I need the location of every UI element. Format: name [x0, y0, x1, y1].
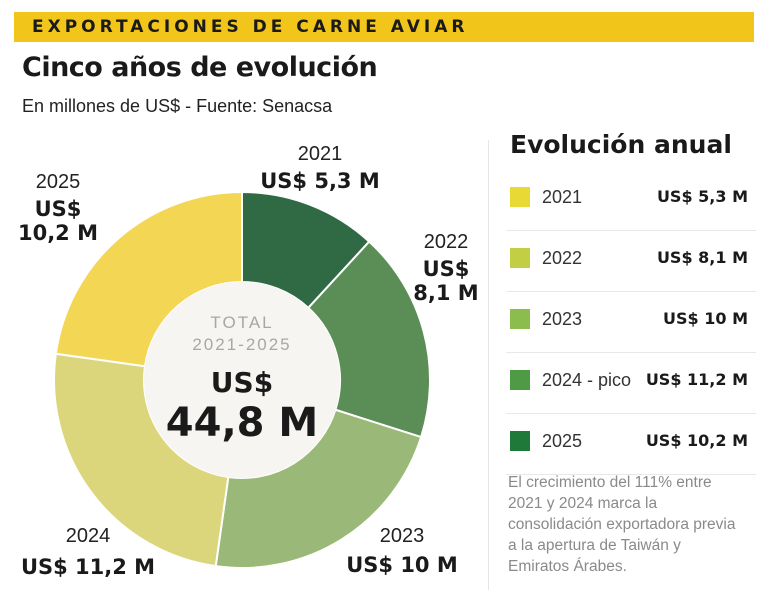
- slice-label-2025-value-amount: 10,2 M: [18, 221, 98, 245]
- legend-swatch: [510, 187, 530, 207]
- legend-title: Evolución anual: [510, 130, 732, 159]
- column-divider: [488, 140, 489, 590]
- center-total-label: TOTAL: [210, 313, 273, 332]
- legend-row-2024: 2024 - pico US$ 11,2 M: [506, 353, 756, 414]
- slice-label-2021-year: 2021: [298, 143, 343, 165]
- slice-label-2024-value: US$ 11,2 M: [21, 555, 155, 579]
- center-currency: US$: [211, 366, 273, 399]
- legend-row-2021: 2021 US$ 5,3 M: [506, 170, 756, 231]
- banner-text: EXPORTACIONES DE CARNE AVIAR: [32, 17, 469, 37]
- slice-label-2022-year: 2022: [424, 231, 469, 253]
- legend-value: US$ 8,1 M: [656, 248, 748, 267]
- legend-row-2025: 2025 US$ 10,2 M: [506, 414, 756, 475]
- center-total-value: 44,8 M: [166, 400, 318, 446]
- slice-label-2023-year: 2023: [380, 525, 425, 547]
- legend-swatch: [510, 431, 530, 451]
- header-banner: EXPORTACIONES DE CARNE AVIAR: [14, 12, 754, 42]
- chart-subtitle: En millones de US$ - Fuente: Senacsa: [22, 96, 333, 116]
- slice-label-2025-value-currency: US$: [35, 197, 82, 221]
- slice-label-2024-year: 2024: [66, 525, 111, 547]
- legend-row-2022: 2022 US$ 8,1 M: [506, 231, 756, 292]
- legend: 2021 US$ 5,3 M 2022 US$ 8,1 M 2023 US$ 1…: [506, 170, 756, 475]
- legend-swatch: [510, 309, 530, 329]
- legend-value: US$ 11,2 M: [645, 370, 748, 389]
- donut-slices: [53, 190, 431, 569]
- legend-label: 2023: [542, 309, 583, 329]
- legend-swatch: [510, 370, 530, 390]
- legend-swatch: [510, 248, 530, 268]
- donut-center: [144, 282, 340, 478]
- legend-label: 2021: [542, 187, 583, 207]
- slice-label-2022-value-amount: 8,1 M: [413, 281, 478, 305]
- legend-value: US$ 10,2 M: [645, 431, 748, 450]
- legend-value: US$ 10 M: [663, 309, 748, 328]
- legend-label: 2022: [542, 248, 583, 268]
- donut-chart: TOTAL 2021-2025 US$ 44,8 M 2021 US$ 5,3 …: [18, 143, 479, 579]
- legend-label: 2025: [542, 431, 583, 451]
- footnote: El crecimiento del 111% entre 2021 y 202…: [508, 474, 736, 575]
- slice-label-2022-value-currency: US$: [423, 257, 470, 281]
- chart-title: Cinco años de evolución: [22, 52, 378, 83]
- legend-row-2023: 2023 US$ 10 M: [506, 292, 756, 353]
- slice-label-2025-year: 2025: [36, 171, 81, 193]
- legend-value: US$ 5,3 M: [656, 187, 748, 206]
- slice-label-2023-value: US$ 10 M: [346, 553, 458, 577]
- slice-label-2021-value: US$ 5,3 M: [260, 169, 380, 193]
- center-period-label: 2021-2025: [192, 335, 291, 354]
- legend-label: 2024 - pico: [542, 370, 632, 390]
